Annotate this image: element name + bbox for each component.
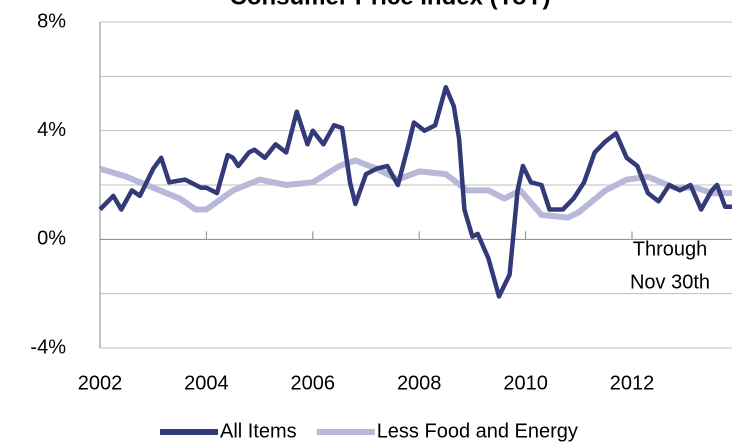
x-tick-label: 2006 (291, 372, 336, 394)
series-line (98, 84, 732, 299)
legend-label: All Items (220, 420, 297, 442)
x-tick-label: 2010 (503, 372, 548, 394)
x-tick-label: 2008 (397, 372, 442, 394)
x-tick-label: 2004 (184, 372, 229, 394)
annotation: Through (633, 238, 708, 260)
x-tick-label: 2002 (78, 372, 123, 394)
y-tick-label: -4% (30, 336, 66, 358)
chart-title: Consumer Price Index (YoY) (230, 0, 551, 10)
annotation: Nov 30th (630, 271, 710, 293)
y-tick-label: 4% (37, 119, 66, 141)
series-line (99, 157, 732, 221)
x-tick-label: 2012 (610, 372, 655, 394)
legend-label: Less Food and Energy (377, 420, 578, 442)
y-tick-label: 0% (37, 228, 66, 250)
y-tick-label: 8% (37, 10, 66, 32)
